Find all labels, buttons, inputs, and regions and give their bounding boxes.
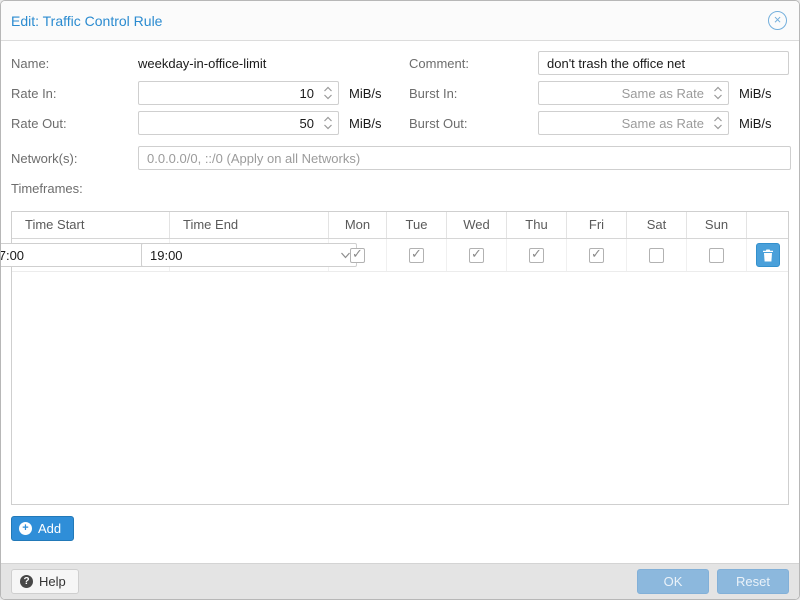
rate-in-input[interactable] bbox=[139, 82, 318, 104]
burst-out-label: Burst Out: bbox=[409, 115, 468, 131]
column-header-time-end: Time End bbox=[170, 212, 329, 238]
name-label: Name: bbox=[11, 55, 50, 71]
burst-out-spin-buttons[interactable] bbox=[708, 112, 728, 134]
chevron-down-icon bbox=[714, 94, 722, 100]
dialog-titlebar: Edit: Traffic Control Rule × bbox=[1, 1, 799, 41]
chevron-down-icon bbox=[340, 252, 350, 258]
rate-out-unit: MiB/s bbox=[349, 115, 382, 131]
column-header-wed: Wed bbox=[447, 212, 507, 238]
chevron-up-icon bbox=[714, 116, 722, 122]
delete-row-button[interactable] bbox=[755, 243, 780, 267]
timeframes-table-empty-area bbox=[12, 272, 788, 504]
column-header-tue: Tue bbox=[387, 212, 447, 238]
wed-checkbox[interactable] bbox=[469, 246, 484, 263]
trash-icon bbox=[762, 249, 773, 261]
chevron-down-icon bbox=[324, 94, 332, 100]
sat-checkbox[interactable] bbox=[649, 247, 664, 263]
day-cell-sun bbox=[687, 239, 747, 271]
reset-button[interactable]: Reset bbox=[717, 569, 789, 594]
chevron-up-icon bbox=[324, 86, 332, 92]
day-cell-sat bbox=[627, 239, 687, 271]
timeframe-row bbox=[1, 239, 788, 272]
day-cell-thu bbox=[507, 239, 567, 271]
chevron-up-icon bbox=[324, 116, 332, 122]
column-header-time-start: Time Start bbox=[12, 212, 170, 238]
chevron-down-icon bbox=[324, 124, 332, 130]
thu-checkbox[interactable] bbox=[529, 246, 544, 263]
rate-in-spin-buttons[interactable] bbox=[318, 82, 338, 104]
timeframes-table-header: Time Start Time End Mon Tue Wed Thu Fri … bbox=[12, 212, 788, 239]
time-end-dropdown-trigger[interactable] bbox=[334, 252, 356, 259]
column-header-actions bbox=[747, 212, 788, 238]
form-row-networks: Network(s): bbox=[11, 146, 791, 170]
day-cell-wed bbox=[447, 239, 507, 271]
form-row-rate-out: Rate Out: MiB/s Burst Out: bbox=[11, 111, 789, 135]
column-header-fri: Fri bbox=[567, 212, 627, 238]
burst-out-unit: MiB/s bbox=[739, 115, 772, 131]
time-end-cell bbox=[141, 239, 357, 271]
rate-in-label: Rate In: bbox=[11, 85, 57, 101]
time-start-input[interactable] bbox=[1, 247, 176, 263]
burst-out-field-group: Burst Out: MiB/s bbox=[409, 111, 789, 135]
chevron-down-icon bbox=[714, 124, 722, 130]
help-button-label: Help bbox=[39, 574, 66, 589]
comment-label: Comment: bbox=[409, 55, 469, 71]
rate-in-field-group: Rate In: MiB/s bbox=[11, 81, 409, 105]
comment-input[interactable] bbox=[538, 51, 789, 75]
name-value: weekday-in-office-limit bbox=[138, 55, 267, 71]
rate-in-spinner bbox=[138, 81, 339, 105]
actions-cell bbox=[747, 239, 788, 271]
rate-out-field-group: Rate Out: MiB/s bbox=[11, 111, 409, 135]
fri-checkbox[interactable] bbox=[589, 246, 604, 263]
rate-out-input[interactable] bbox=[139, 112, 318, 134]
networks-field-group: Network(s): bbox=[11, 146, 791, 170]
timeframes-table: Time Start Time End Mon Tue Wed Thu Fri … bbox=[1, 211, 789, 505]
column-header-mon: Mon bbox=[329, 212, 387, 238]
burst-in-spinner bbox=[538, 81, 729, 105]
day-cell-fri bbox=[567, 239, 627, 271]
networks-label: Network(s): bbox=[11, 150, 78, 166]
column-header-sun: Sun bbox=[687, 212, 747, 238]
form-row-name-comment: Name: weekday-in-office-limit Comment: bbox=[11, 51, 789, 75]
rate-in-unit: MiB/s bbox=[349, 85, 382, 101]
timeframes-label: Timeframes: bbox=[11, 181, 83, 196]
burst-in-spin-buttons[interactable] bbox=[708, 82, 728, 104]
help-button[interactable]: ? Help bbox=[11, 569, 79, 594]
close-icon[interactable]: × bbox=[768, 11, 787, 30]
dialog-body: Name: weekday-in-office-limit Comment: R… bbox=[1, 41, 799, 563]
add-button[interactable]: + Add bbox=[11, 516, 75, 541]
burst-in-field-group: Burst In: MiB/s bbox=[409, 81, 789, 105]
column-header-sat: Sat bbox=[627, 212, 687, 238]
time-end-combo bbox=[141, 243, 357, 267]
rate-out-spinner bbox=[138, 111, 339, 135]
ok-button[interactable]: OK bbox=[637, 569, 709, 594]
plus-circle-icon: + bbox=[19, 522, 32, 535]
day-cell-mon bbox=[329, 239, 387, 271]
name-field-group: Name: weekday-in-office-limit bbox=[11, 51, 409, 75]
day-cell-tue bbox=[387, 239, 447, 271]
add-button-label: Add bbox=[38, 521, 62, 536]
time-end-input[interactable] bbox=[142, 247, 334, 263]
column-header-thu: Thu bbox=[507, 212, 567, 238]
mon-checkbox[interactable] bbox=[350, 246, 365, 263]
sun-checkbox[interactable] bbox=[709, 247, 724, 263]
rate-out-spin-buttons[interactable] bbox=[318, 112, 338, 134]
question-circle-icon: ? bbox=[20, 575, 33, 588]
dialog-footer: ? Help OK Reset bbox=[1, 563, 799, 599]
burst-in-label: Burst In: bbox=[409, 85, 458, 101]
dialog-title: Edit: Traffic Control Rule bbox=[11, 12, 163, 29]
networks-input[interactable] bbox=[138, 146, 791, 170]
tue-checkbox[interactable] bbox=[409, 246, 424, 263]
form-row-rate-in: Rate In: MiB/s Burst In: bbox=[11, 81, 789, 105]
burst-out-input[interactable] bbox=[539, 112, 708, 134]
burst-in-input[interactable] bbox=[539, 82, 708, 104]
burst-out-spinner bbox=[538, 111, 729, 135]
chevron-up-icon bbox=[714, 86, 722, 92]
burst-in-unit: MiB/s bbox=[739, 85, 772, 101]
rate-out-label: Rate Out: bbox=[11, 115, 67, 131]
comment-field-group: Comment: bbox=[409, 51, 789, 75]
